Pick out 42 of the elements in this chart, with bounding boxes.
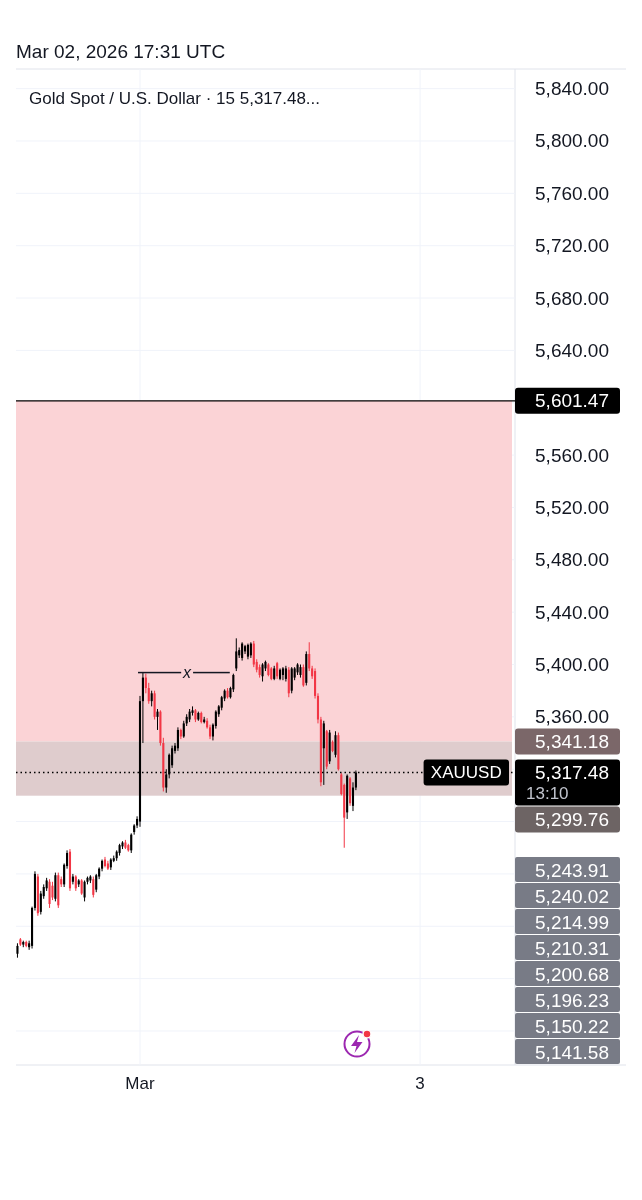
candlestick [92, 876, 95, 898]
text: 5,196.23 [535, 989, 609, 1011]
chart-subtitle: Mar 02, 2026 17:31 UTC [16, 41, 226, 62]
text: 5,210.31 [535, 937, 609, 959]
candlestick [156, 708, 159, 731]
x-tick-label: 3 [415, 1074, 425, 1093]
candlestick [290, 666, 293, 694]
ref-line-label: 5,601.47 [535, 390, 609, 412]
ref-line-label: 5,317.48 [535, 762, 609, 784]
candlestick [147, 682, 150, 705]
text: 5,214.99 [535, 911, 609, 933]
x-tick-label: Mar [125, 1074, 155, 1093]
text: 5,240.02 [535, 885, 609, 907]
y-tick-label: 5,760.00 [535, 182, 609, 204]
text: 5,141.58 [535, 1041, 609, 1063]
candlestick [95, 873, 98, 893]
candlestick [71, 873, 74, 885]
text: 5,243.91 [535, 859, 609, 881]
y-tick-label: 5,720.00 [535, 235, 609, 257]
band-label: 5,299.76 [535, 809, 609, 831]
y-tick-label: 5,480.00 [535, 549, 609, 571]
candlestick [130, 832, 133, 854]
y-tick-label: 5,640.00 [535, 339, 609, 361]
band-label: 5,341.18 [535, 730, 609, 752]
candlestick [54, 872, 57, 902]
candlestick [302, 664, 305, 688]
y-tick-label: 5,440.00 [535, 601, 609, 623]
y-tick-label: 5,840.00 [535, 78, 609, 100]
text: 5,200.68 [535, 963, 609, 985]
annotation: x [182, 664, 193, 682]
y-tick-label: 5,800.00 [535, 130, 609, 152]
y-tick-label: 5,680.00 [535, 287, 609, 309]
text: 5,150.22 [535, 1015, 609, 1037]
y-tick-label: 5,400.00 [535, 654, 609, 676]
annotation: XAUUSD [430, 763, 502, 783]
y-tick-label: 5,520.00 [535, 496, 609, 518]
candlestick [51, 881, 54, 901]
text: Gold Spot / U.S. Dollar · 15 5,317.48... [29, 89, 321, 108]
text: 13:10 [526, 784, 569, 804]
candlestick [176, 726, 179, 752]
y-tick-label: 5,560.00 [535, 444, 609, 466]
y-tick-label: 5,360.00 [535, 706, 609, 728]
